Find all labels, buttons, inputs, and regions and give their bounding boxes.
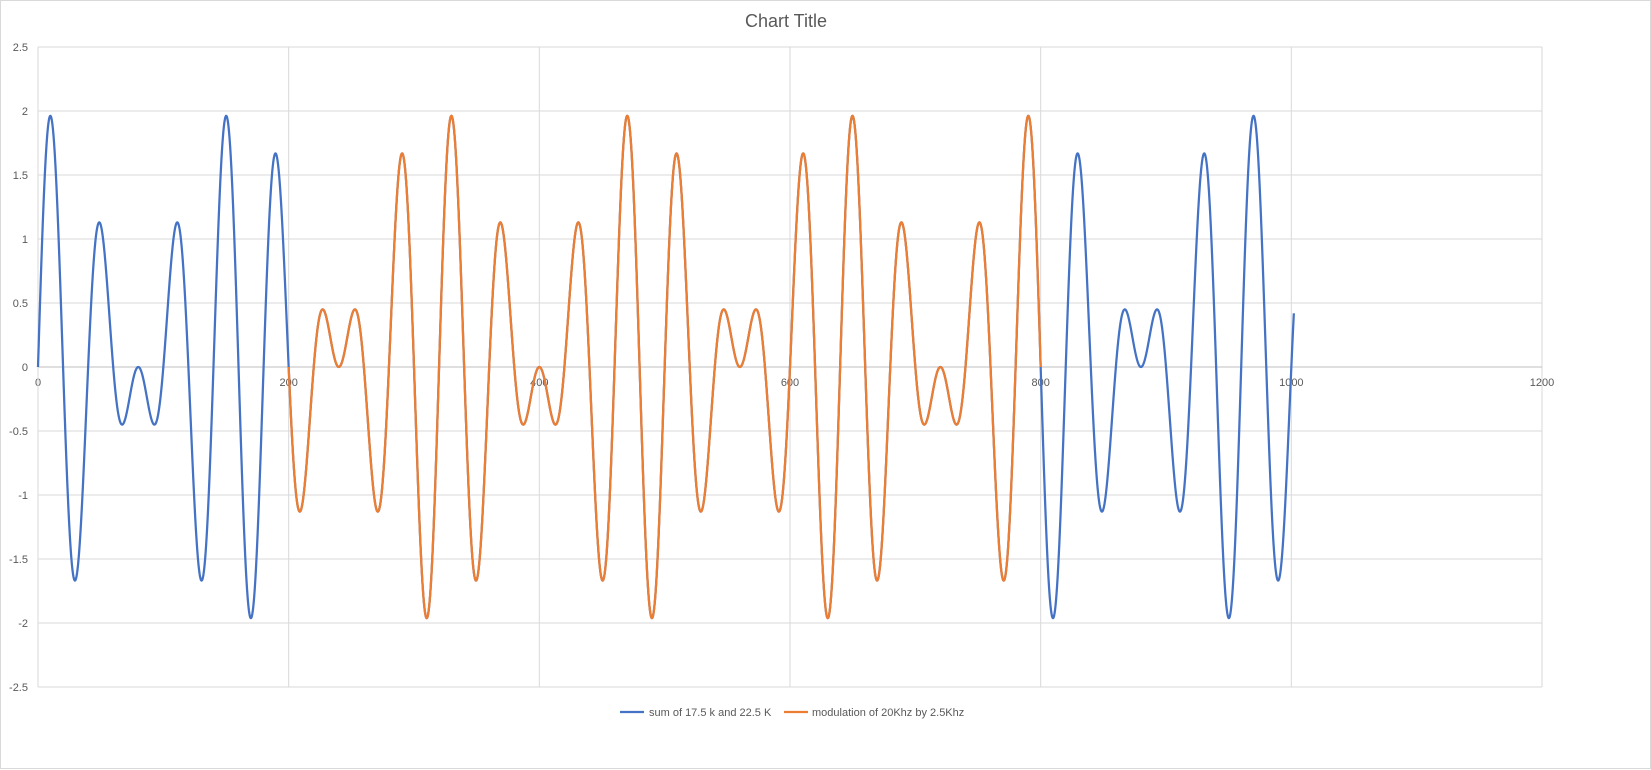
- y-tick-label: 1.5: [13, 170, 28, 182]
- x-tick-label: 1200: [1530, 377, 1554, 389]
- y-tick-label: -1.5: [9, 554, 28, 566]
- y-tick-label: -2.5: [9, 682, 28, 694]
- legend-label: modulation of 20Khz by 2.5Khz: [812, 707, 964, 719]
- legend: sum of 17.5 k and 22.5 K modulation of 20…: [620, 707, 964, 719]
- axes: 2.521.510.50-0.5-1-1.5-2-2.5020040060080…: [9, 42, 1554, 694]
- y-tick-label: 0: [22, 362, 28, 374]
- y-tick-label: 2.5: [13, 42, 28, 54]
- y-tick-label: 2: [22, 106, 28, 118]
- chart-title: Chart Title: [745, 11, 827, 31]
- y-tick-label: -2: [18, 618, 28, 630]
- y-tick-label: -1: [18, 490, 28, 502]
- y-tick-label: 0.5: [13, 298, 28, 310]
- y-tick-label: 1: [22, 234, 28, 246]
- legend-label: sum of 17.5 k and 22.5 K: [649, 707, 772, 719]
- y-tick-label: -0.5: [9, 426, 28, 438]
